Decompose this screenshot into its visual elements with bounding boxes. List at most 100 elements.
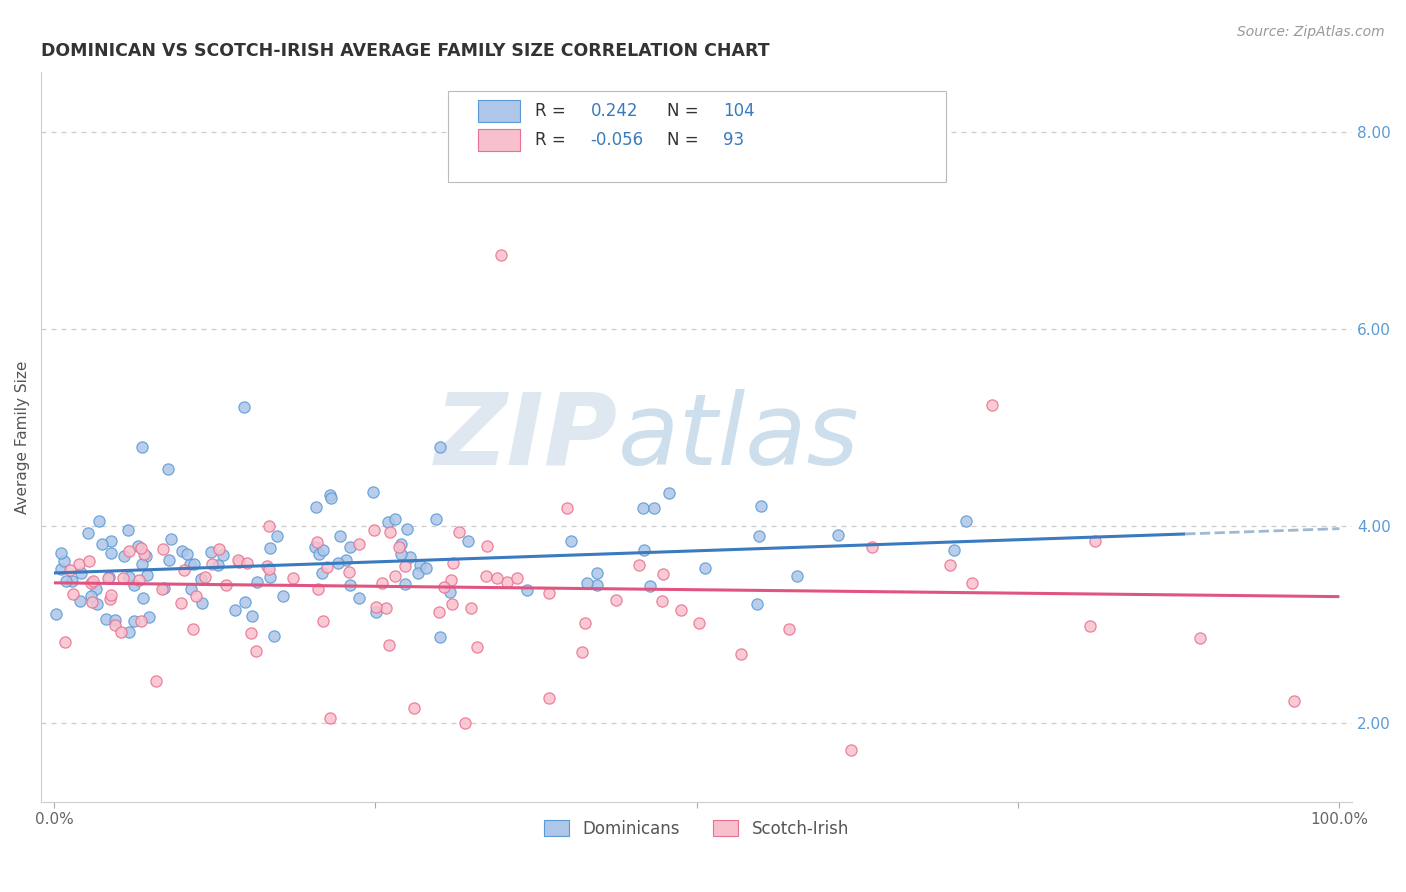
Point [307, 582, 329, 596]
Point [191, 596, 214, 610]
Point [786, 569, 808, 583]
Y-axis label: Average Family Size: Average Family Size [15, 360, 30, 514]
Point [339, 578, 361, 592]
Text: R =: R = [536, 131, 571, 149]
Point [118, 570, 141, 584]
Point [631, 501, 654, 516]
Point [183, 557, 205, 571]
Point [104, 613, 127, 627]
Point [150, 582, 173, 596]
Point [53, 634, 76, 648]
Point [364, 605, 387, 619]
Point [374, 600, 396, 615]
Point [378, 524, 401, 539]
Point [389, 547, 412, 561]
Point [124, 578, 146, 592]
Point [955, 514, 977, 528]
Point [256, 559, 278, 574]
Point [51, 561, 73, 575]
Point [183, 622, 205, 636]
Point [778, 622, 800, 636]
Point [749, 499, 772, 513]
Point [537, 586, 560, 600]
Point [981, 399, 1004, 413]
Point [745, 597, 768, 611]
Point [172, 543, 194, 558]
Point [259, 541, 281, 555]
Point [49, 546, 72, 560]
Point [339, 540, 361, 554]
Point [179, 557, 201, 571]
Point [100, 589, 122, 603]
Point [326, 557, 349, 571]
Point [586, 566, 609, 581]
Point [160, 532, 183, 546]
Point [207, 558, 229, 573]
Point [153, 582, 176, 596]
Point [669, 603, 692, 617]
Point [194, 570, 217, 584]
Point [128, 574, 150, 588]
Point [215, 577, 238, 591]
Point [377, 516, 399, 530]
Point [329, 529, 352, 543]
Point [643, 501, 665, 516]
Point [246, 575, 269, 590]
Point [157, 553, 180, 567]
Text: 93: 93 [723, 131, 744, 149]
Point [454, 715, 477, 730]
Point [104, 617, 127, 632]
Point [377, 638, 399, 652]
Point [628, 558, 651, 572]
Point [263, 629, 285, 643]
Point [312, 543, 335, 558]
Point [100, 533, 122, 548]
Bar [478, 100, 520, 122]
Point [112, 570, 135, 584]
Point [406, 566, 429, 580]
Point [118, 544, 141, 558]
Point [427, 605, 450, 619]
Point [110, 624, 132, 639]
Point [439, 585, 461, 599]
Point [389, 537, 412, 551]
Point [1084, 533, 1107, 548]
Text: ZIP: ZIP [434, 389, 619, 485]
Point [281, 571, 304, 585]
Point [349, 591, 371, 606]
Point [86, 597, 108, 611]
Point [157, 462, 180, 476]
Point [132, 591, 155, 606]
Point [94, 612, 117, 626]
Point [112, 549, 135, 563]
Point [394, 558, 416, 573]
Point [135, 549, 157, 563]
Point [441, 597, 464, 611]
Point [176, 547, 198, 561]
Point [304, 540, 326, 554]
Point [87, 514, 110, 528]
Point [475, 569, 498, 583]
Text: N =: N = [666, 102, 703, 120]
Point [53, 554, 76, 568]
Point [585, 578, 607, 592]
Point [335, 552, 357, 566]
Point [516, 583, 538, 598]
Point [86, 582, 108, 596]
Bar [478, 129, 520, 151]
Point [447, 524, 470, 539]
Point [475, 539, 498, 553]
Point [337, 565, 360, 579]
Point [80, 576, 103, 591]
Point [208, 542, 231, 557]
Point [82, 574, 104, 589]
Point [240, 609, 263, 624]
Point [1284, 694, 1306, 708]
Point [633, 543, 655, 558]
Point [308, 548, 330, 562]
Text: N =: N = [666, 131, 703, 149]
Point [394, 577, 416, 591]
Point [748, 529, 770, 543]
Point [90, 537, 112, 551]
Point [408, 558, 430, 573]
